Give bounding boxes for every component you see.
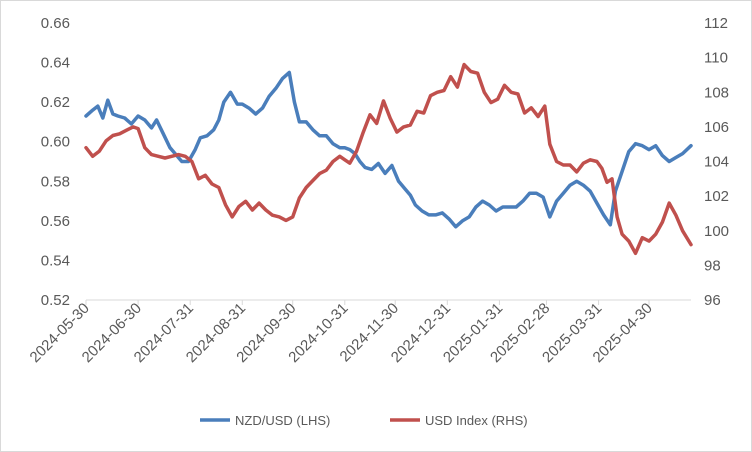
y-left-tick-label: 0.58 [41, 173, 70, 190]
legend-label: USD Index (RHS) [425, 413, 528, 428]
y-left-tick-label: 0.56 [41, 213, 70, 230]
y-right-tick-label: 102 [704, 188, 729, 205]
y-right-tick-label: 108 [704, 84, 729, 101]
y-right-tick-label: 112 [704, 15, 728, 32]
series-line-nzdusd [84, 70, 693, 229]
y-left-tick-label: 0.54 [41, 252, 70, 269]
y-left-tick-label: 0.52 [41, 292, 70, 309]
y-right-tick-label: 110 [704, 50, 728, 67]
axes: 0.52 0.54 0.56 0.58 0.60 0.62 0.64 0.66 96 98 100 1… [27, 15, 729, 366]
y-right-tick-label: 96 [704, 292, 721, 309]
y-right-tick-label: 98 [704, 257, 721, 274]
y-right-tick-label: 106 [704, 119, 729, 136]
y-left-tick-label: 0.66 [41, 15, 70, 32]
y-left-tick-label: 0.64 [41, 55, 70, 72]
y-left-tick-label: 0.60 [41, 134, 70, 151]
y-right-tick-label: 104 [704, 154, 729, 171]
series-line-usd-index [84, 62, 693, 256]
y-right-tick-label: 100 [704, 223, 729, 240]
y-left-tick-label: 0.62 [41, 94, 70, 111]
legend: NZD/USD (LHS) USD Index (RHS) [200, 413, 528, 428]
series-layer [84, 62, 693, 256]
legend-label: NZD/USD (LHS) [235, 413, 330, 428]
